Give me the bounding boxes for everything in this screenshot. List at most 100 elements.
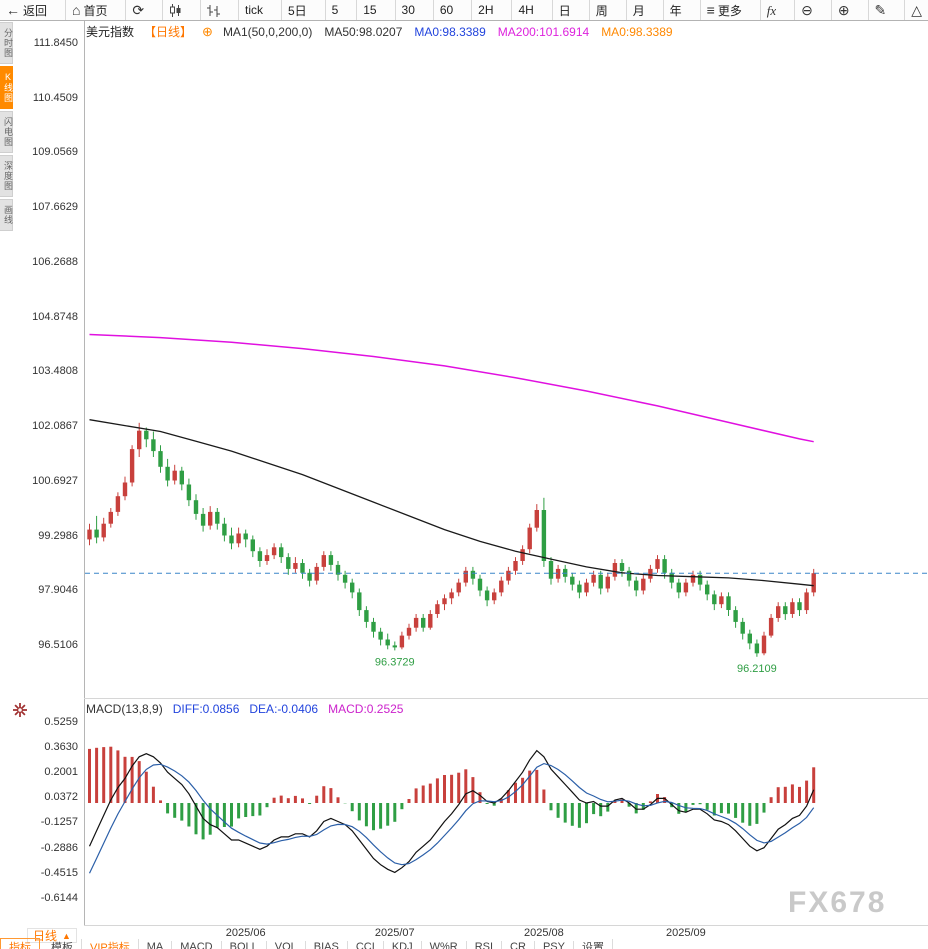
y-axis-label: 0.0372 [44,791,78,804]
ma-label: MA50:98.0207 [324,24,403,39]
home-icon: ⌂ [71,2,81,18]
period-60m-button[interactable]: 60 [432,0,459,20]
y-axis-label: -0.2886 [40,841,78,854]
period-day-button[interactable]: 日 [551,0,577,20]
period-year-button-label: 年 [669,3,682,18]
fx-icon: fx [766,2,777,18]
y-axis-label: 97.9046 [38,584,78,597]
period-day-button-label: 日 [558,3,571,18]
indicator-settings-icon[interactable] [13,703,27,722]
candles-icon [169,3,182,17]
refresh-button[interactable]: ⟳ [125,0,150,20]
zoom-in-icon: ⊕ [837,2,850,18]
tab-settings[interactable]: 设置 [574,939,613,949]
more-button[interactable]: ≡ 更多 [699,0,748,20]
collapse-arrow-icon: ▲ [62,930,71,941]
period-5d-button-label: 5日 [287,3,307,18]
ohlc-bars-icon [207,4,221,17]
y-axis-label: -0.1257 [40,816,78,829]
y-axis-label: 104.8748 [32,310,78,323]
indicator-psy[interactable]: PSY [535,941,574,949]
shape-tool-button[interactable]: △ [904,0,928,20]
indicator-kdj[interactable]: KDJ [384,941,422,949]
ma200-line [89,333,814,443]
zoom-out-button[interactable]: ⊖ [794,0,819,20]
diff-line [88,749,815,874]
sidebar-tab-kline[interactable]: K线图 [0,66,13,109]
indicator-cr[interactable]: CR [502,941,535,949]
y-axis-label: -0.4515 [40,866,78,879]
y-axis-label: 96.5106 [38,639,78,651]
y-axis-label: 102.0867 [32,420,78,433]
draw-tool-button[interactable]: ✎ [867,0,893,20]
period-4h-button-label: 4H [518,3,534,17]
macd-legend: MACD(13,8,9) DIFF:0.0856 DEA:-0.0406 MACD:0… [86,702,413,716]
arrow-left-icon: ← [6,2,20,18]
low-price-label: 96.2109 [737,663,777,675]
refresh-icon: ⟳ [132,2,145,18]
period-week-button-label: 周 [595,3,608,18]
add-compare-icon[interactable]: ⊕ [202,23,213,39]
period-month-button[interactable]: 月 [625,0,651,20]
more-button-label: 更多 [717,3,742,18]
y-axis-label: 111.8450 [33,37,78,49]
pencil-icon: ✎ [874,2,887,18]
back-button-label: 返回 [23,3,48,18]
indicator-ma[interactable]: MA [139,941,173,949]
symbol-title: 美元指数 [86,25,135,39]
y-axis-label: 109.0569 [32,146,78,159]
period-year-button[interactable]: 年 [662,0,688,20]
low-price-label: 96.3729 [375,656,415,668]
y-axis-label: 106.2688 [32,255,78,268]
toolbar: ← 返回 ⌂ 首页 ⟳ tick 5日 5 15 30 60 2H 4H 日 周 月 年 ≡ 更多 fx ⊖ ⊕ ✎ △ [0,0,928,21]
period-30m-button[interactable]: 30 [394,0,421,20]
period-2h-button-label: 2H [478,3,494,17]
y-axis-label: -0.6144 [40,891,78,904]
dea-line [88,762,815,874]
period-15m-button[interactable]: 15 [356,0,382,20]
indicator-bar: 指标 模板 VIP指标 MA MACD BOLL VOL BIAS CCI KDJ W%R RSI CR… [0,938,928,949]
ma-label: MA1(50,0,200,0) [222,24,313,39]
tab-indicator[interactable]: 指标 [0,938,40,949]
ma-label: MA0:98.3389 [601,24,673,39]
sidebar-tab-draw[interactable]: 画线 [0,199,13,231]
sidebar-tab-lightning[interactable]: 闪电图 [0,111,13,153]
period-2h-button[interactable]: 2H [471,0,499,20]
x-axis-label: 2025/08 [524,927,564,939]
tab-template[interactable]: 模板 [43,939,82,949]
candles-group [87,422,816,657]
period-week-button[interactable]: 周 [588,0,614,20]
indicator-cci[interactable]: CCI [348,941,384,949]
back-button[interactable]: ← 返回 [0,0,53,20]
ma-legend: MA1(50,0,200,0) MA50:98.0207 MA0:98.3389 MA… [223,25,685,39]
indicator-wr[interactable]: W%R [422,941,467,949]
period-5m-button-label: 5 [331,3,339,17]
candlestick-chart[interactable]: 96.3729 96.2109 [85,21,928,704]
tab-vip-indicator[interactable]: VIP指标 [82,939,139,949]
y-axis-label: 0.3630 [44,741,78,754]
zoom-out-icon: ⊖ [801,2,813,18]
period-5d-button[interactable]: 5日 [280,0,313,20]
indicator-vol[interactable]: VOL [267,941,306,949]
period-tick-button[interactable]: tick [238,0,269,20]
indicator-macd[interactable]: MACD [172,941,222,949]
indicator-boll[interactable]: BOLL [222,941,267,949]
zoom-in-button[interactable]: ⊕ [830,0,856,20]
macd-label: DIFF:0.0856 [172,702,240,716]
indicator-bias[interactable]: BIAS [306,941,348,949]
sidebar-tab-timeline[interactable]: 分时图 [0,22,13,64]
period-5m-button[interactable]: 5 [324,0,345,20]
period-30m-button-label: 30 [401,3,415,17]
fx-indicators-button[interactable]: fx [759,0,782,20]
home-button[interactable]: ⌂ 首页 [64,0,113,20]
sidebar-tab-depth[interactable]: 深度图 [0,155,13,197]
indicator-rsi[interactable]: RSI [467,941,503,949]
macd-chart[interactable] [85,700,928,930]
candlestick-style-button[interactable] [162,0,188,20]
ohlc-style-button[interactable] [200,0,226,20]
macd-header: MACD(13,8,9) DIFF:0.0856 DEA:-0.0406 MACD:0… [86,702,413,716]
watermark: FX678 [788,886,887,919]
period-4h-button[interactable]: 4H [511,0,539,20]
sidebar: 分时图 K线图闪电图深度图画线 [0,22,13,231]
